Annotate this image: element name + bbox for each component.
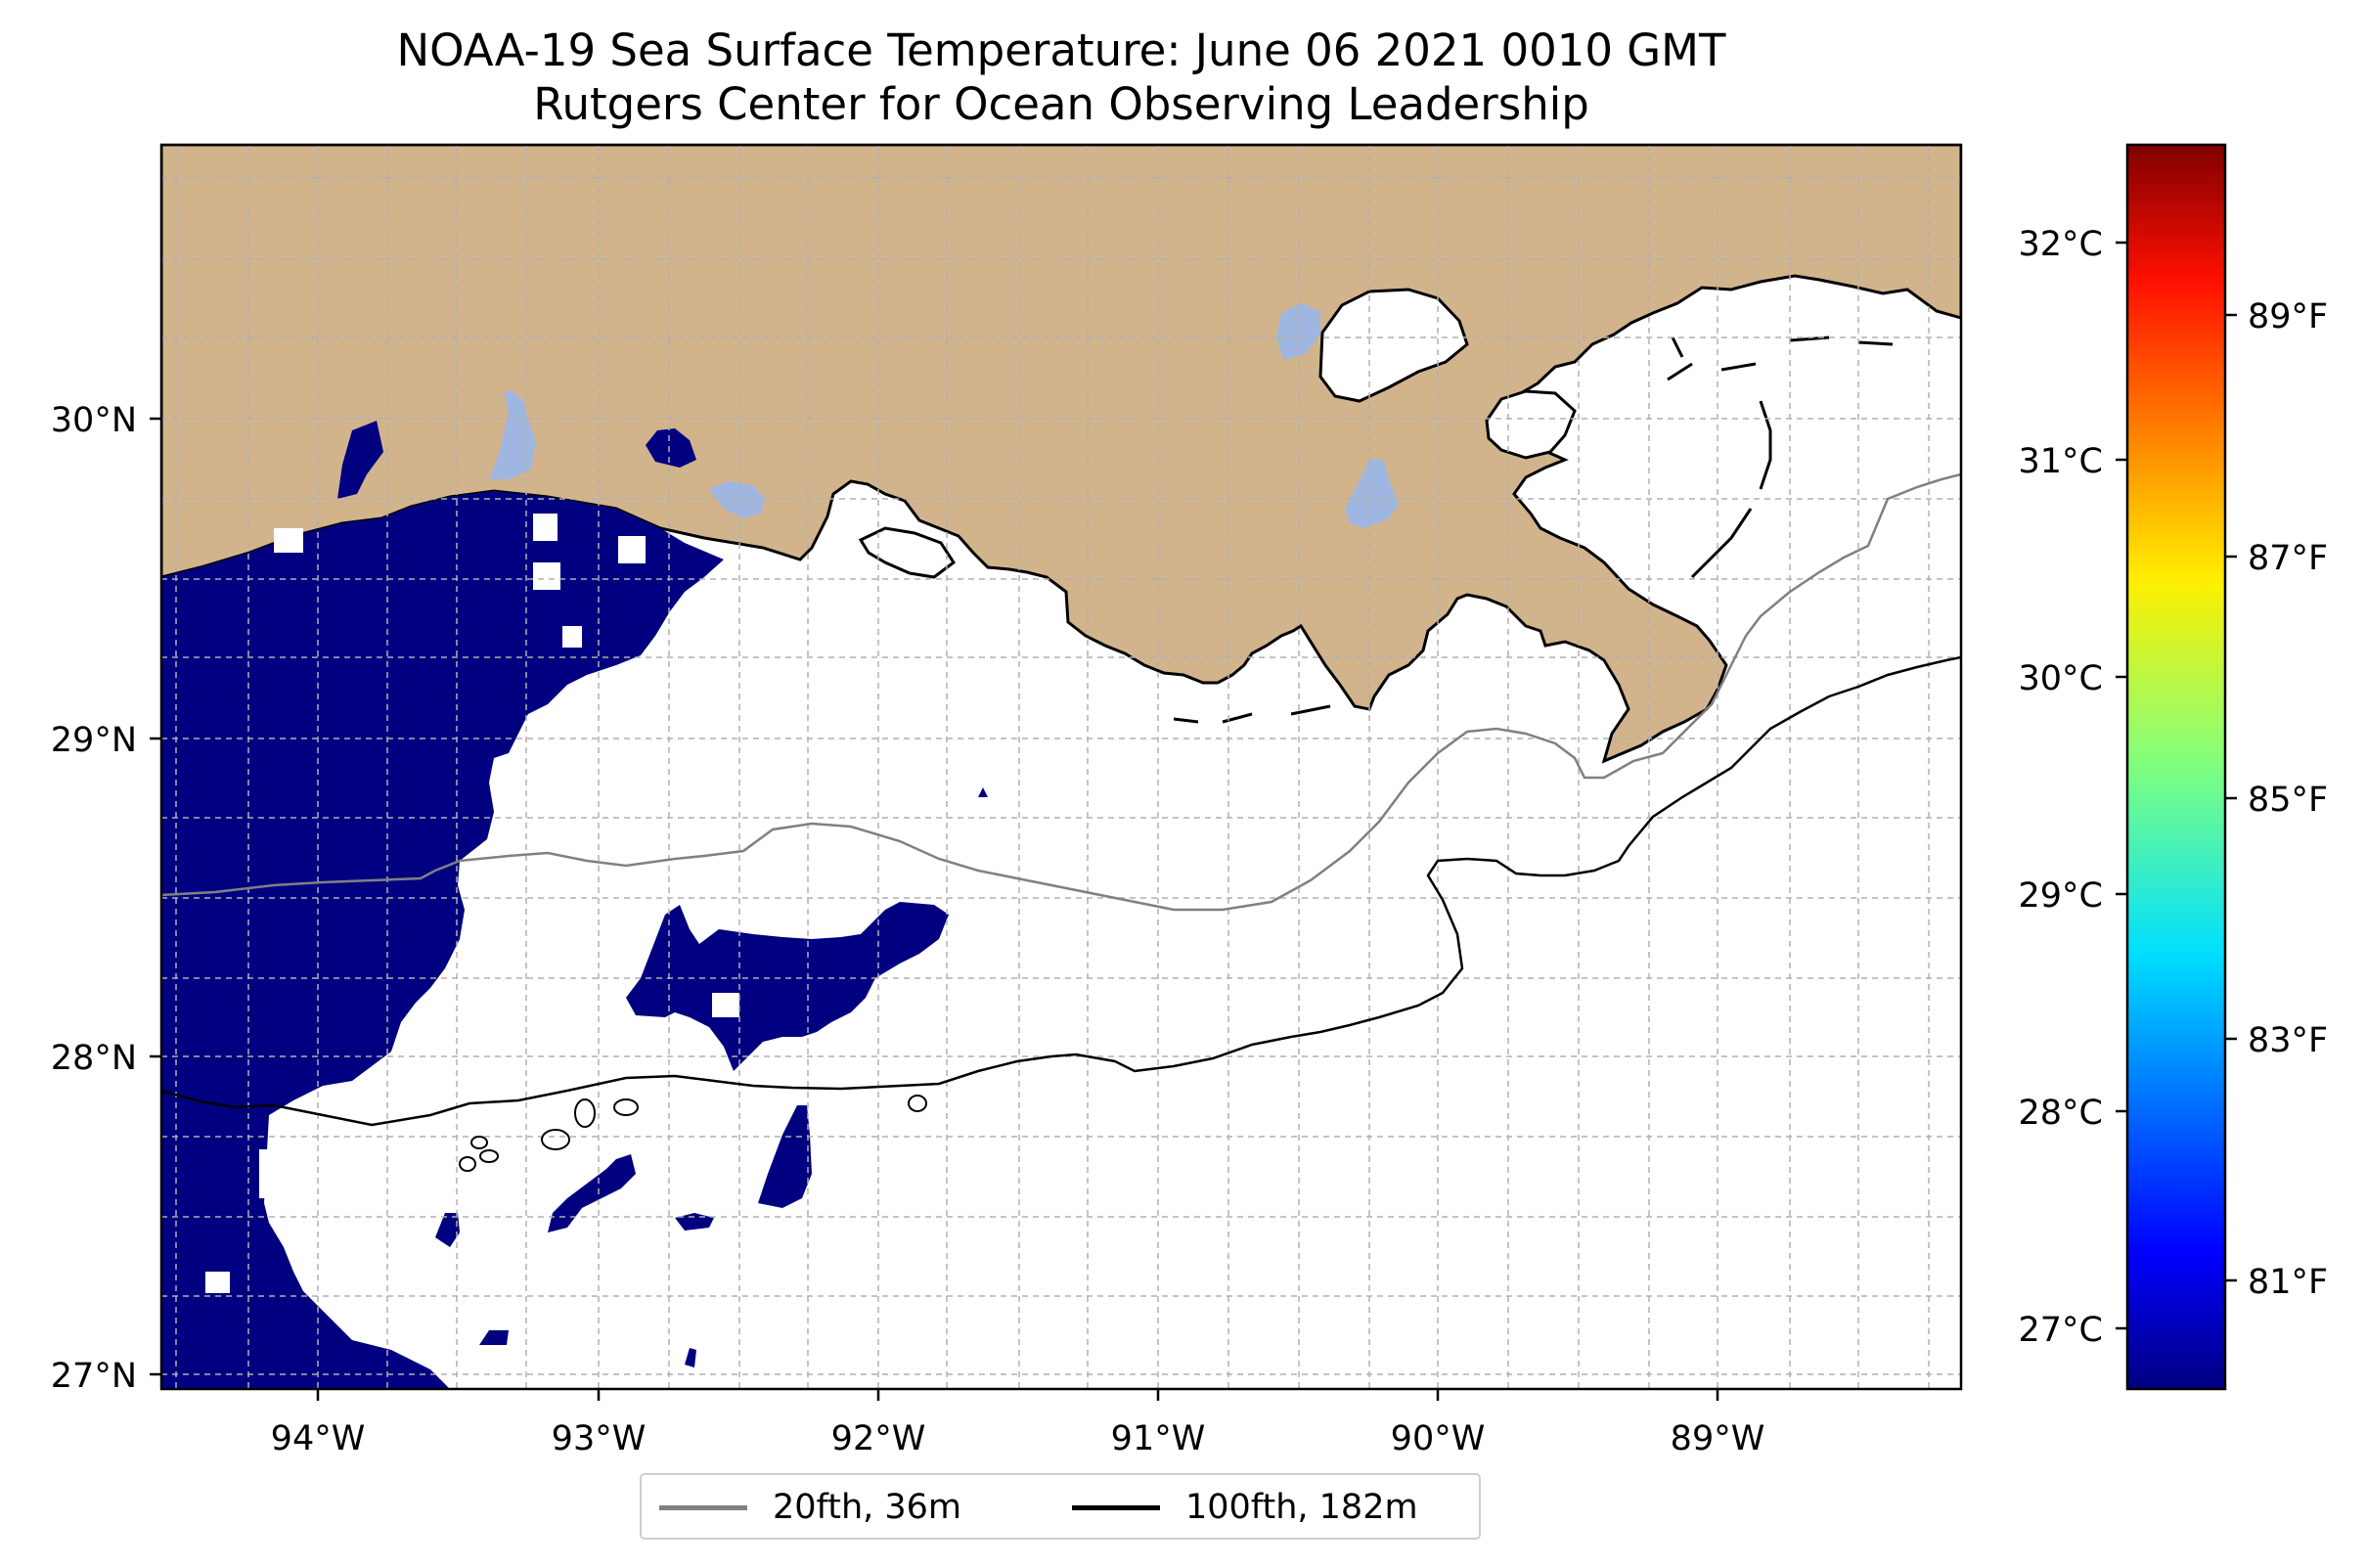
isobath-100fth-line bbox=[161, 655, 1961, 1127]
colorbar-celsius-label: 30°C bbox=[2019, 659, 2103, 698]
lon-tick-label: 92°W bbox=[831, 1419, 926, 1458]
colorbar-celsius-ticks bbox=[2116, 241, 2127, 1330]
legend-line-20fth bbox=[659, 1504, 747, 1510]
colorbar-fahrenheit-label: 87°F bbox=[2248, 539, 2328, 578]
legend-line-100fth bbox=[1072, 1504, 1160, 1510]
lat-tick-label: 27°N bbox=[51, 1357, 137, 1396]
colorbar-celsius-label: 28°C bbox=[2019, 1094, 2103, 1133]
land-area bbox=[161, 145, 1961, 764]
sst-no-data-gaps bbox=[205, 514, 739, 1293]
sst-cold-region bbox=[161, 491, 724, 1389]
colorbar-fahrenheit-label: 81°F bbox=[2248, 1263, 2328, 1302]
colorbar-fahrenheit-label: 83°F bbox=[2248, 1021, 2328, 1060]
isobath-20fth-line bbox=[161, 472, 1961, 912]
lat-tick-label: 29°N bbox=[51, 721, 137, 760]
lon-tick-label: 90°W bbox=[1391, 1419, 1486, 1458]
map-subtitle: Rutgers Center for Ocean Observing Leade… bbox=[533, 78, 1589, 130]
lon-tick-label: 89°W bbox=[1671, 1419, 1765, 1458]
legend-label-100fth: 100fth, 182m bbox=[1185, 1488, 1418, 1527]
legend-entry-20fth: 20fth, 36m bbox=[659, 1485, 961, 1530]
colorbar-celsius-label: 29°C bbox=[2019, 876, 2103, 916]
lat-tick-label: 28°N bbox=[51, 1039, 137, 1078]
lon-tick-label: 94°W bbox=[271, 1419, 366, 1458]
colorbar bbox=[2125, 143, 2227, 1391]
lon-tick-label: 93°W bbox=[552, 1419, 647, 1458]
map-gridlines bbox=[161, 145, 1961, 1389]
legend-entry-100fth: 100fth, 182m bbox=[1072, 1485, 1418, 1530]
map-panel bbox=[161, 145, 1961, 1389]
sst-cold-patches bbox=[435, 787, 988, 1367]
map-title: NOAA-19 Sea Surface Temperature: June 06… bbox=[396, 24, 1726, 76]
lat-tick-label: 30°N bbox=[51, 401, 137, 440]
barrier-islands bbox=[1173, 336, 1894, 724]
lon-tick-label: 91°W bbox=[1111, 1419, 1206, 1458]
colorbar-celsius-label: 31°C bbox=[2019, 442, 2103, 481]
inland-water bbox=[489, 303, 1399, 528]
coastal-lakes-cold bbox=[337, 421, 696, 499]
isobath-legend: 20fth, 36m 100fth, 182m bbox=[640, 1473, 1481, 1540]
legend-label-20fth: 20fth, 36m bbox=[773, 1488, 962, 1527]
lake-pontchartrain bbox=[1318, 288, 1469, 403]
coastal-bay bbox=[858, 526, 957, 579]
colorbar-celsius-label: 32°C bbox=[2019, 225, 2103, 264]
map-frame bbox=[159, 143, 1963, 1391]
colorbar-fahrenheit-label: 85°F bbox=[2248, 781, 2328, 820]
colorbar-celsius-label: 27°C bbox=[2019, 1311, 2103, 1350]
isobath-small-loops bbox=[459, 1095, 927, 1172]
map-tick-marks bbox=[150, 417, 1719, 1401]
colorbar-fahrenheit-label: 89°F bbox=[2248, 297, 2328, 336]
colorbar-fahrenheit-ticks bbox=[2225, 313, 2237, 1282]
